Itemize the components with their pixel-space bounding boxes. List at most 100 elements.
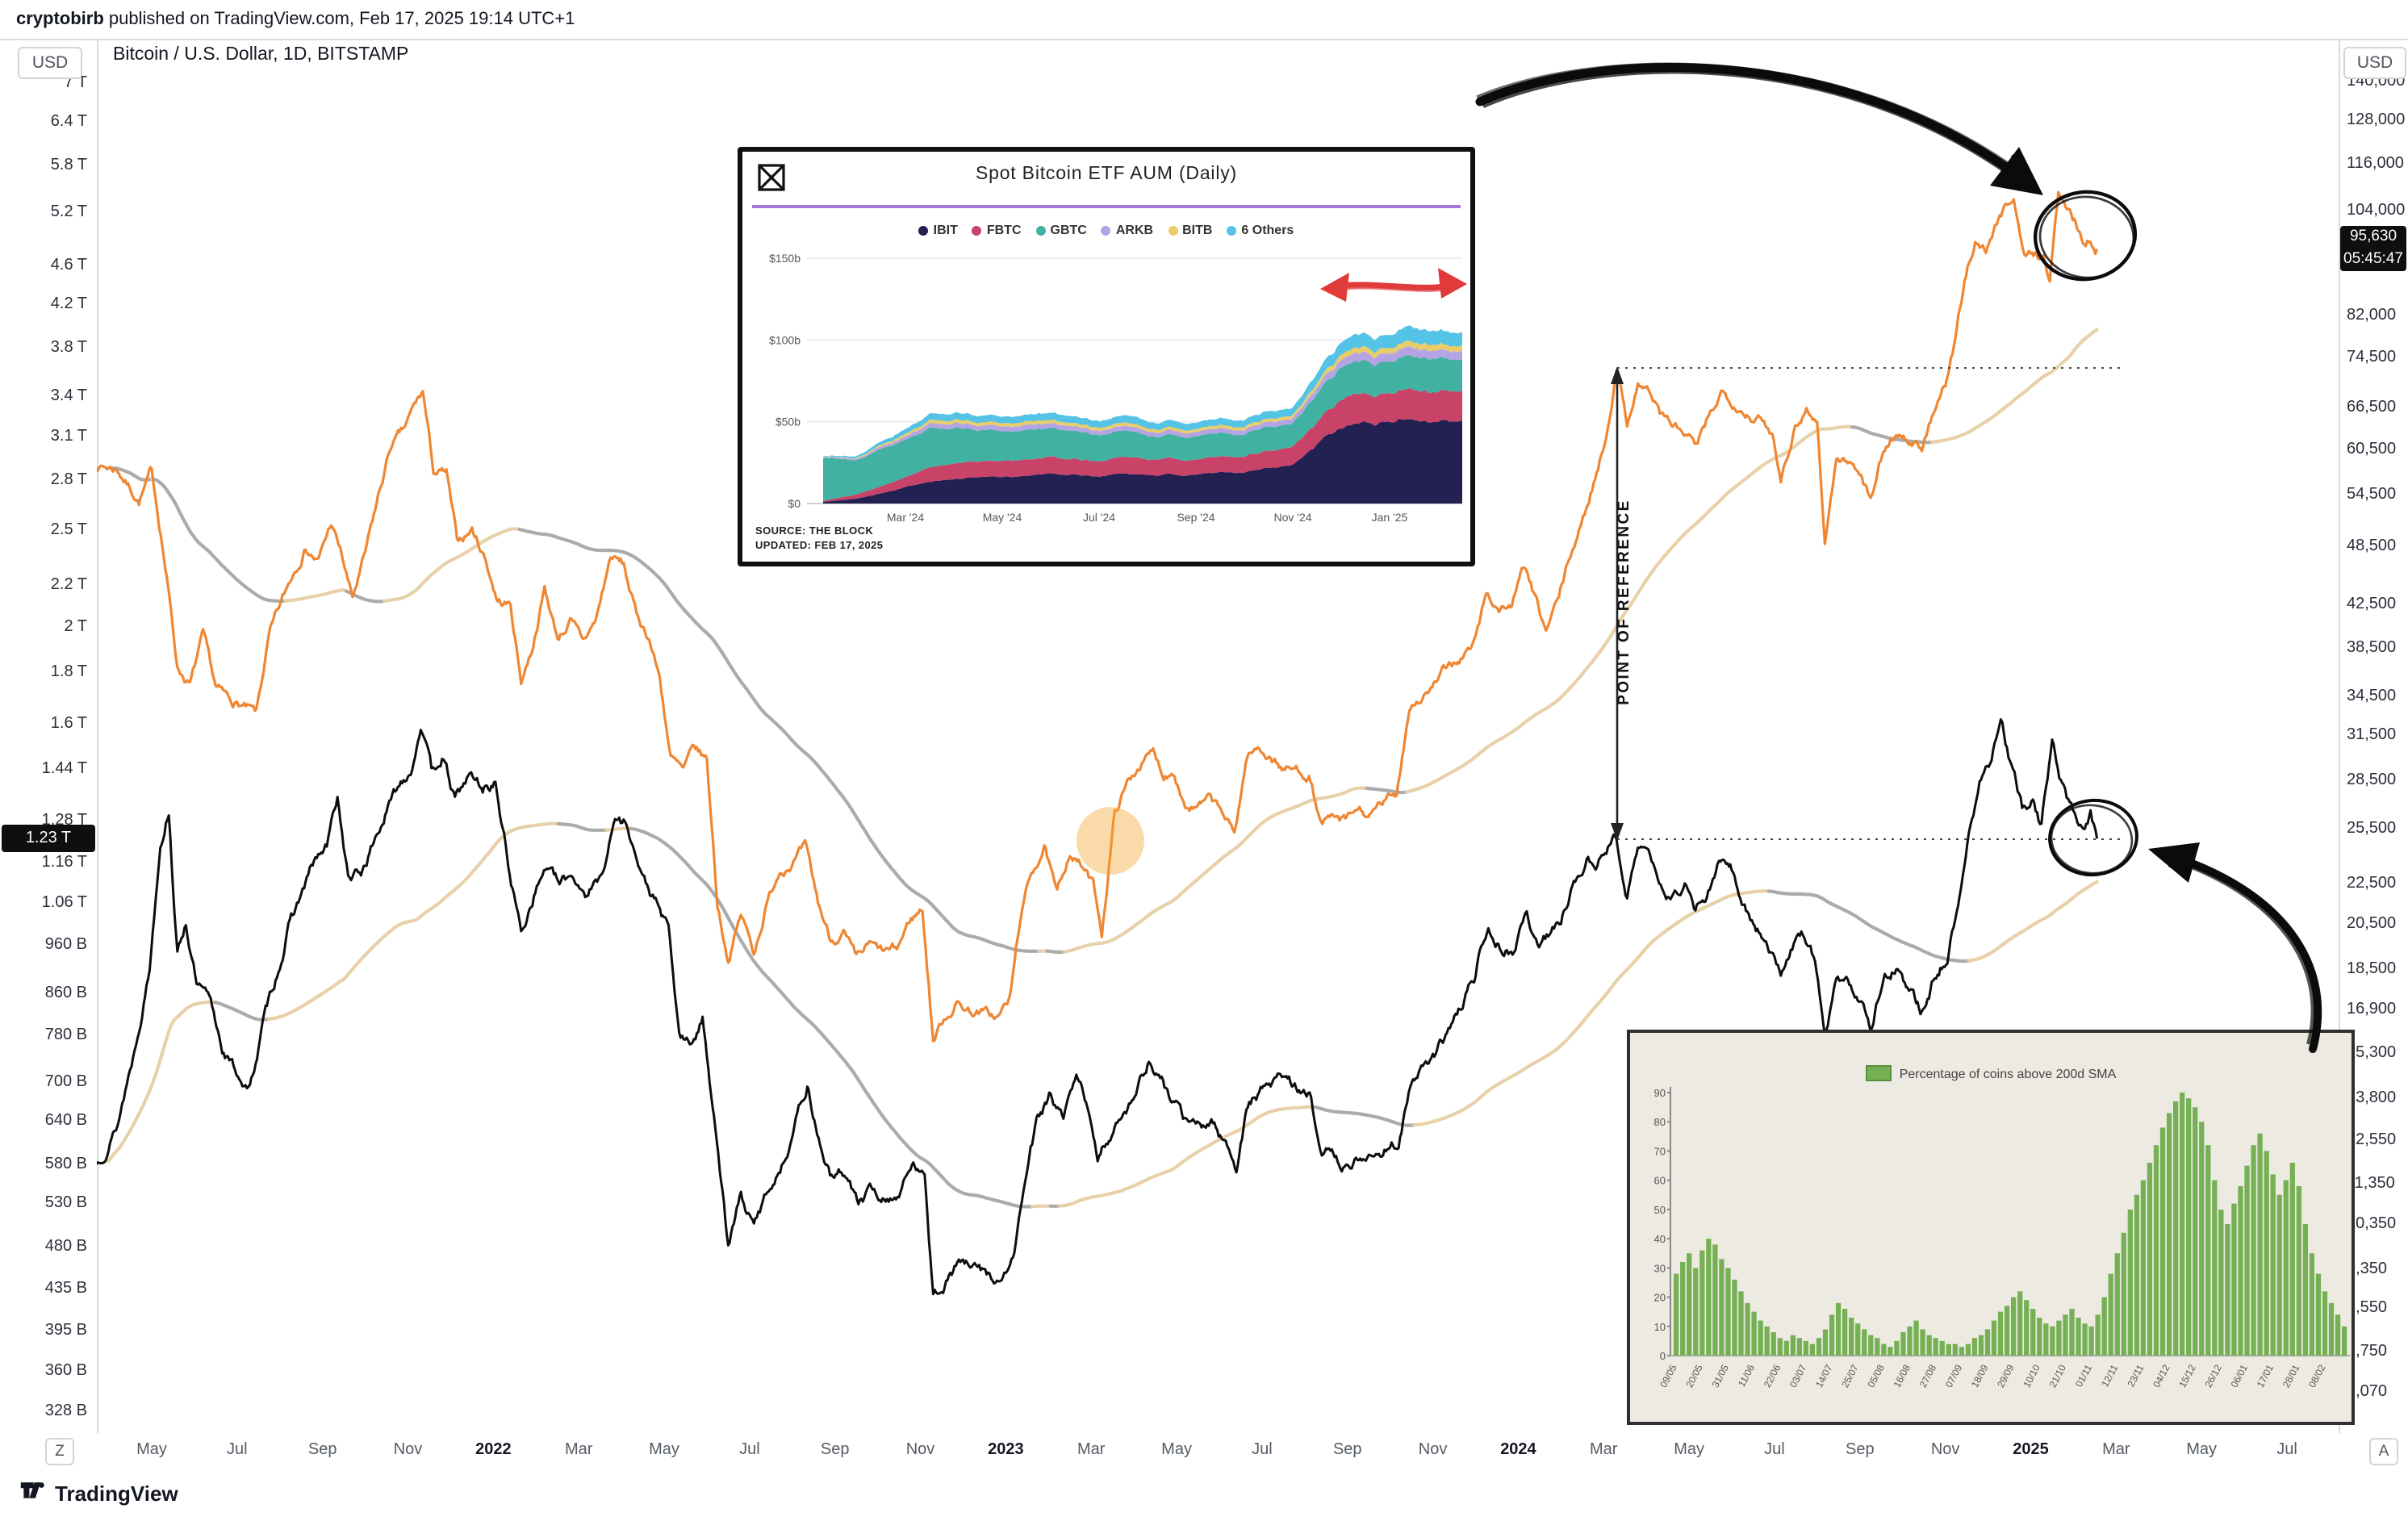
- breadth-x-label: 01/11: [2073, 1363, 2094, 1390]
- right-axis-label: 20,500: [2347, 915, 2397, 934]
- btc-price-orange-sma: [1062, 786, 1369, 954]
- time-axis-label: Nov: [393, 1441, 423, 1459]
- time-axis[interactable]: Z May Jul Sep Nov 2022 Mar May Jul Sep Nov 2023 Mar…: [0, 1433, 2408, 1469]
- breadth-bar: [2147, 1163, 2153, 1356]
- left-axis-label: 5.2 T: [50, 203, 87, 221]
- right-axis-label: 104,000: [2347, 202, 2406, 220]
- breadth-y-label: 10: [1654, 1321, 1666, 1333]
- right-axis-label: 128,000: [2347, 111, 2406, 129]
- market-cap-black-sma: [266, 821, 560, 1022]
- left-axis-label: 6.4 T: [50, 113, 87, 132]
- left-axis-label: 2.5 T: [50, 520, 87, 539]
- footer: TradingView: [0, 1469, 2408, 1517]
- breadth-y-label: 60: [1654, 1175, 1666, 1187]
- breadth-bar: [2335, 1314, 2341, 1356]
- etf-legend-item: FBTC: [972, 223, 1022, 237]
- left-axis-label: 2 T: [64, 617, 87, 636]
- right-axis-label: 82,000: [2347, 307, 2397, 325]
- left-axis-unit-button[interactable]: USD: [18, 47, 82, 79]
- breadth-bar: [1978, 1335, 1984, 1356]
- breadth-bar: [2088, 1326, 2094, 1356]
- etf-legend: IBIT FBTC GBTC ARKB BITB 6 Others: [742, 223, 1470, 237]
- btc-price-orange-sma: [153, 478, 287, 604]
- etf-legend-dot: [1101, 225, 1111, 235]
- left-axis-label: 700 B: [44, 1073, 87, 1092]
- breadth-bar: [2082, 1323, 2088, 1356]
- breadth-bar: [2101, 1297, 2107, 1356]
- breadth-bar: [2011, 1297, 2017, 1356]
- breadth-bar: [1706, 1239, 1712, 1356]
- breadth-x-label: 03/07: [1787, 1363, 1809, 1390]
- breadth-bar: [2289, 1163, 2295, 1356]
- btc-price-orange-sma: [1929, 328, 2099, 445]
- right-axis-unit-button[interactable]: USD: [2343, 47, 2406, 79]
- btc-price-orange-sma: [517, 527, 1041, 953]
- breadth-bar: [2114, 1253, 2120, 1356]
- btc-price-orange-sma: [1404, 424, 1854, 794]
- time-axis-label: Mar: [1590, 1441, 1618, 1459]
- breadth-bar: [1822, 1329, 1829, 1356]
- breadth-x-label: 06/01: [2229, 1363, 2251, 1390]
- left-axis-label: 780 B: [44, 1026, 87, 1045]
- tradingview-logo-icon[interactable]: [19, 1476, 45, 1510]
- right-axis-label: 74,500: [2347, 349, 2397, 367]
- etf-x-axis-label: Mar '24: [887, 511, 924, 524]
- auto-scale-button[interactable]: A: [2369, 1438, 2398, 1465]
- breadth-bar: [2238, 1186, 2243, 1356]
- breadth-legend-swatch: [1865, 1065, 1892, 1081]
- breadth-x-label: 09/05: [1658, 1363, 1679, 1390]
- breadth-legend-label: Percentage of coins above 200d SMA: [1899, 1066, 2117, 1080]
- etf-y-axis-label: $150b: [769, 252, 801, 265]
- breadth-inset: 0 10 20 30 40 50 60 70 80 90 09/05 20/05 31/05 11/06 2…: [1627, 1030, 2355, 1425]
- etf-x-axis-label: Jul '24: [1083, 511, 1115, 524]
- tradingview-brand[interactable]: TradingView: [55, 1481, 178, 1505]
- right-axis-label: 54,500: [2347, 486, 2397, 504]
- left-axis-label: 1.8 T: [50, 663, 87, 682]
- symbol-title[interactable]: Bitcoin / U.S. Dollar, 1D, BITSTAMP: [113, 45, 409, 65]
- red-arrowhead-right: [1438, 268, 1467, 299]
- breadth-bar: [1738, 1291, 1744, 1356]
- time-axis-label: Mar: [2102, 1441, 2130, 1459]
- market-cap-black-sma: [1312, 1105, 1416, 1127]
- etf-legend-label: GBTC: [1050, 223, 1087, 237]
- left-axis-label: 328 B: [44, 1402, 87, 1420]
- market-cap-black-sma: [1766, 889, 1971, 963]
- breadth-bar: [1900, 1332, 1906, 1356]
- market-cap-black-sma: [1030, 1204, 1053, 1209]
- breadth-x-label: 16/08: [1892, 1363, 1913, 1390]
- breadth-bar: [2127, 1210, 2133, 1356]
- right-axis-label: 31,500: [2347, 726, 2397, 745]
- breadth-bar: [1888, 1347, 1893, 1356]
- etf-area-FBTC: [823, 388, 1462, 502]
- breadth-bar: [1693, 1268, 1699, 1356]
- breadth-bar: [2244, 1165, 2250, 1356]
- etf-area-6-Others: [823, 325, 1462, 459]
- left-price-axis[interactable]: 7 T 6.4 T 5.8 T 5.2 T 4.6 T 4.2 T 3.8 T 3.4 T 3.…: [0, 39, 97, 1433]
- time-axis-label: Jul: [227, 1441, 248, 1459]
- red-arrowhead-left: [1320, 273, 1349, 302]
- header-divider: [0, 39, 2408, 40]
- breadth-bar: [2341, 1326, 2347, 1356]
- breadth-bar: [1770, 1332, 1776, 1356]
- time-axis-label: May: [649, 1441, 679, 1459]
- time-axis-label: Sep: [1332, 1441, 1362, 1459]
- etf-inset-title: Spot Bitcoin ETF AUM (Daily): [975, 165, 1237, 184]
- right-price-axis[interactable]: 140,000 128,000 116,000 104,000 82,000 74,500…: [2339, 39, 2408, 1433]
- breadth-bar: [1842, 1309, 1848, 1356]
- time-axis-label: 2025: [2013, 1441, 2049, 1459]
- breadth-bar: [2205, 1145, 2211, 1356]
- time-axis-label: Nov: [905, 1441, 935, 1459]
- breadth-bar: [1991, 1320, 1997, 1356]
- breadth-x-label: 10/10: [2021, 1363, 2042, 1390]
- timezone-button[interactable]: Z: [45, 1438, 74, 1465]
- breadth-x-label: 23/11: [2125, 1363, 2146, 1390]
- breadth-bar: [1952, 1344, 1958, 1356]
- breadth-bar: [2134, 1194, 2140, 1356]
- right-axis-label: 18,500: [2347, 960, 2397, 979]
- etf-legend-dot: [972, 225, 982, 235]
- breadth-bar: [2251, 1145, 2256, 1356]
- market-cap-black-sma: [556, 821, 608, 832]
- breadth-bar: [1809, 1344, 1816, 1356]
- breadth-bar: [1849, 1318, 1854, 1356]
